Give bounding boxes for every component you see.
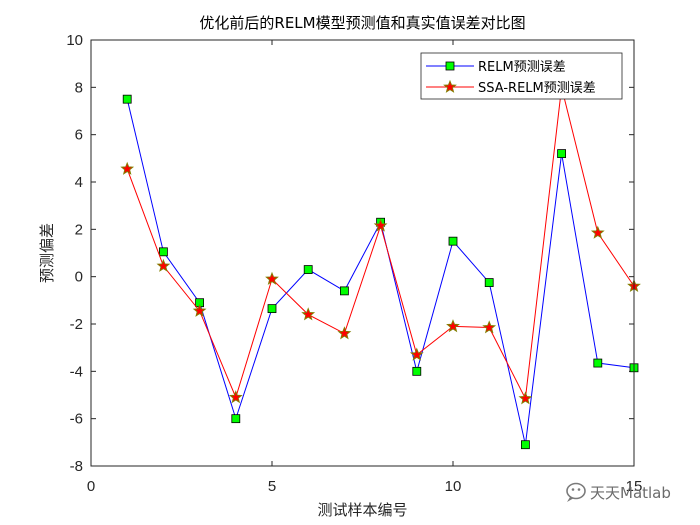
x-axis-label: 测试样本编号 — [317, 501, 407, 519]
data-point — [518, 391, 533, 405]
watermark: 天天Matlab — [566, 482, 671, 502]
data-point — [337, 326, 352, 340]
x-tick-label: 10 — [445, 478, 462, 495]
data-point — [122, 94, 132, 104]
y-axis-label: 预测偏差 — [38, 223, 56, 283]
data-point — [409, 347, 424, 361]
data-point — [228, 390, 243, 404]
data-point — [120, 161, 135, 175]
y-tick-label: 10 — [66, 32, 83, 49]
data-point — [192, 303, 207, 317]
y-tick-label: -4 — [70, 363, 83, 380]
y-tick-label: -6 — [70, 411, 83, 428]
legend-item: SSA-RELM预测误差 — [426, 79, 596, 96]
data-point — [521, 440, 530, 450]
legend: RELM预测误差 SSA-RELM预测误差 — [420, 52, 623, 100]
legend-box — [420, 52, 623, 100]
x-tick-label: 0 — [87, 478, 95, 495]
data-point — [158, 247, 168, 257]
data-point — [301, 307, 316, 321]
x-tick-label: 15 — [626, 478, 643, 495]
wechat-icon — [566, 482, 586, 502]
axis-ticks: 0 5 10 15 -8 -6 -4 -2 0 2 4 6 8 10 — [66, 32, 642, 495]
data-point — [373, 218, 388, 232]
data-point — [303, 265, 313, 274]
chart-title: 优化前后的RELM模型预测值和真实值误差对比图 — [199, 14, 525, 32]
data-point — [557, 149, 566, 159]
legend-label: RELM预测误差 — [478, 60, 566, 75]
data-point — [484, 278, 494, 287]
data-point — [339, 286, 349, 296]
data-point — [267, 304, 277, 314]
y-tick-label: 6 — [75, 127, 83, 144]
plot-area — [91, 40, 634, 466]
y-tick-label: 4 — [75, 174, 83, 191]
legend-label: SSA-RELM预测误差 — [478, 81, 596, 96]
y-tick-label: 8 — [75, 79, 83, 96]
series-layer — [120, 80, 641, 450]
data-point — [412, 366, 422, 376]
data-point — [265, 271, 279, 285]
data-point — [482, 320, 497, 334]
data-point — [593, 358, 603, 368]
watermark-text: 天天Matlab — [590, 484, 671, 502]
data-point — [156, 258, 171, 272]
y-tick-label: 0 — [75, 269, 83, 286]
plot-frame — [90, 39, 635, 467]
y-tick-label: 2 — [75, 221, 83, 238]
data-point — [231, 414, 241, 424]
legend-marker — [443, 79, 457, 93]
data-point — [446, 319, 460, 333]
y-tick-label: -8 — [70, 458, 83, 475]
legend-item: RELM预测误差 — [426, 60, 566, 75]
data-point — [590, 225, 605, 239]
y-tick-label: -2 — [70, 316, 83, 333]
x-tick-label: 5 — [268, 478, 276, 495]
data-point — [448, 236, 458, 246]
legend-marker — [445, 61, 455, 71]
